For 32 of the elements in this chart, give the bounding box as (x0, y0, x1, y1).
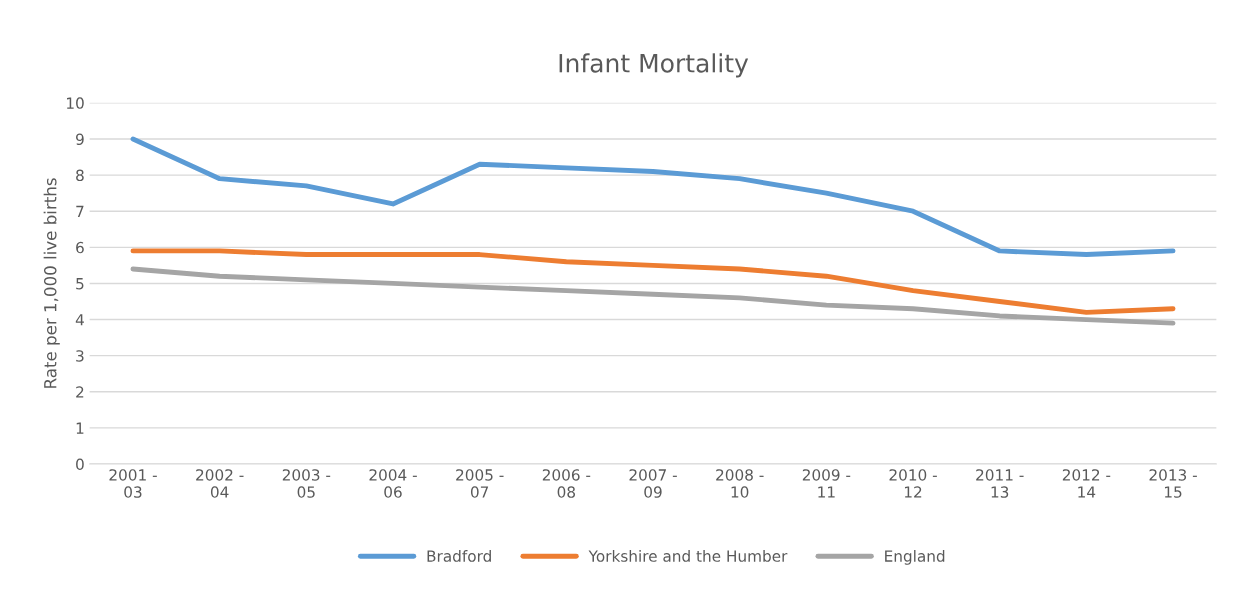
x-tick-label: 2007 - 09 (629, 469, 677, 498)
y-tick-label: 8 (76, 169, 84, 182)
y-tick-label: 7 (76, 205, 84, 218)
x-tick-label: 2002 - 04 (196, 469, 244, 498)
y-axis-title: Rate per 1,000 live births (43, 178, 60, 388)
x-tick-label: 2011 - 13 (976, 469, 1024, 498)
legend-label: Yorkshire and the Humber (588, 550, 788, 562)
line-series (130, 248, 1176, 315)
x-tick-label: 2012 - 14 (1062, 469, 1111, 498)
y-tick-label: 5 (76, 278, 84, 290)
x-tick-label: 2004 - 06 (369, 469, 417, 498)
x-tick-label: 2001 - 03 (109, 469, 157, 498)
y-tick-label: 2 (76, 386, 84, 398)
x-tick-label: 2006 - 08 (542, 469, 591, 498)
chart-title: Infant Mortality (559, 53, 749, 78)
line-series (130, 136, 1176, 257)
x-tick-label: 2005 - 07 (456, 469, 504, 498)
x-tick-label: 2010 - 12 (889, 469, 937, 498)
y-tick-label: 3 (76, 350, 84, 362)
y-tick-label: 6 (76, 241, 84, 254)
y-tick-label: 0 (76, 458, 84, 471)
y-tick-label: 10 (67, 97, 84, 109)
y-tick-label: 9 (76, 133, 84, 145)
x-tick-label: 2013 - 15 (1149, 469, 1197, 498)
line-series (130, 266, 1176, 326)
x-tick-label: 2008 - 10 (716, 469, 764, 498)
y-tick-label: 1 (76, 422, 84, 434)
legend-label: Bradford (427, 550, 491, 562)
x-tick-label: 2003 - 05 (282, 469, 331, 498)
legend-label: England (885, 550, 945, 565)
x-tick-label: 2009 - 11 (802, 469, 851, 498)
y-tick-label: 4 (75, 314, 84, 326)
